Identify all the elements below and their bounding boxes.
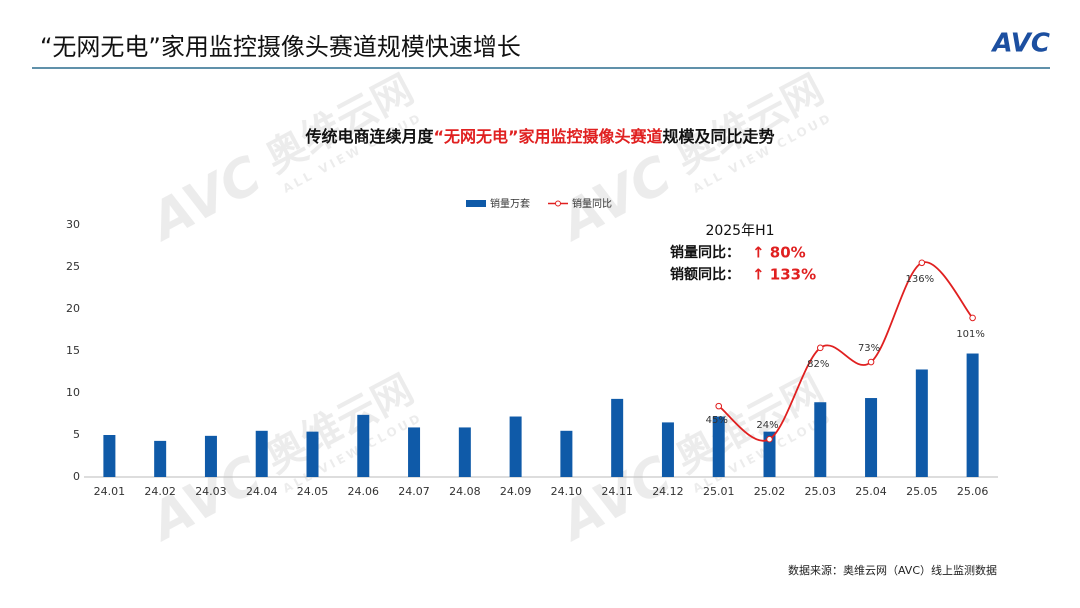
line-marker [867,358,875,366]
x-tick-label: 24.04 [246,485,278,498]
data-label: 24% [756,420,778,431]
bar [814,402,827,477]
annotation-label: 销额同比： [670,266,740,283]
bar [865,398,878,477]
x-tick-label: 24.06 [348,485,380,498]
bar [103,435,116,477]
chart-title-part: “无网无电” [433,127,518,146]
data-label: 82% [807,359,829,370]
x-tick-label: 24.07 [398,485,430,498]
bar [255,430,268,477]
y-tick-label: 10 [66,386,80,399]
bar [712,416,725,477]
data-label: 136% [906,274,935,285]
annotation-value: ↑ 80% [752,244,806,262]
x-tick-label: 24.12 [652,485,684,498]
bar [661,422,674,477]
x-tick-label: 24.10 [551,485,583,498]
bar [763,431,776,477]
y-tick-label: 30 [66,218,80,231]
chart-title-part: 传统电商连续月度 [304,127,434,146]
bar [509,416,522,477]
x-tick-label: 24.03 [195,485,227,498]
line-marker [816,344,824,352]
x-tick-label: 25.03 [805,485,837,498]
annotation-title: 2025年H1 [705,223,774,239]
line-marker [715,402,723,410]
x-tick-label: 24.11 [601,485,633,498]
chart-title-part: 规模及同比走势 [663,127,775,146]
bar [204,435,217,477]
bar [966,353,979,477]
x-tick-label: 24.09 [500,485,532,498]
x-tick-label: 25.06 [957,485,989,498]
y-tick-label: 25 [66,260,80,273]
annotation-value: ↑ 133% [752,266,816,284]
chart-title: 传统电商连续月度“无网无电”家用监控摄像头赛道规模及同比走势 [304,127,774,146]
legend-swatch [466,200,486,207]
y-tick-label: 0 [73,470,80,483]
line-marker [766,435,773,443]
annotation-label: 销量同比： [670,244,740,261]
bar [154,440,167,477]
source: 数据来源：奥维云网（AVC）线上监测数据 [788,563,997,577]
bar [306,431,319,477]
bar [357,414,370,477]
legend-swatch-marker [555,200,561,207]
bar [915,369,928,477]
bar [560,430,573,477]
data-label: 73% [858,343,880,354]
y-tick-label: 5 [73,428,80,441]
legend-label: 销量万套 [490,197,530,210]
x-tick-label: 24.05 [297,485,329,498]
data-label: 45% [706,415,728,426]
x-tick-label: 25.01 [703,485,735,498]
line-marker [918,259,926,267]
x-tick-label: 25.04 [855,485,887,498]
legend-label: 销量同比 [572,197,612,210]
bar [408,427,421,477]
y-tick-label: 20 [66,302,80,315]
logo: AVC [990,29,1050,59]
bar [611,398,624,477]
chart-title-part: 家用监控摄像头赛道 [519,127,663,146]
y-tick-label: 15 [66,344,80,357]
line-marker [969,314,976,322]
x-tick-label: 25.02 [754,485,786,498]
x-tick-label: 25.05 [906,485,938,498]
data-label: 101% [956,329,985,340]
x-tick-label: 24.08 [449,485,481,498]
x-tick-label: 24.01 [94,485,126,498]
bar [458,427,471,477]
x-tick-label: 24.02 [144,485,176,498]
slide-title: “无网无电”家用监控摄像头赛道规模快速增长 [40,33,521,61]
